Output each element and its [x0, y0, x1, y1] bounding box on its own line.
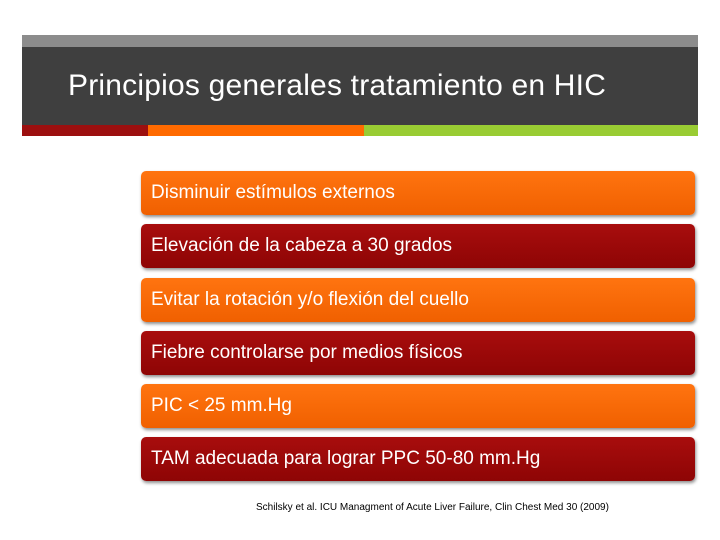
- list-item-3: Evitar la rotación y/o flexión del cuell…: [141, 278, 695, 322]
- list-item-6: TAM adecuada para lograr PPC 50-80 mm.Hg: [141, 437, 695, 481]
- list-item-5: PIC < 25 mm.Hg: [141, 384, 695, 428]
- list-item-2: Elevación de la cabeza a 30 grados: [141, 224, 695, 268]
- list-item-4: Fiebre controlarse por medios físicos: [141, 331, 695, 375]
- list-item-1: Disminuir estímulos externos: [141, 171, 695, 215]
- slide-title: Principios generales tratamiento en HIC: [68, 69, 607, 102]
- title-top-strip: [22, 35, 698, 47]
- title-bar: Principios generales tratamiento en HIC: [22, 47, 698, 125]
- citation: Schilsky et al. ICU Managment of Acute L…: [256, 502, 609, 513]
- accent-line-green: [364, 125, 698, 136]
- accent-line-orange: [148, 125, 364, 136]
- accent-line-red: [22, 125, 148, 136]
